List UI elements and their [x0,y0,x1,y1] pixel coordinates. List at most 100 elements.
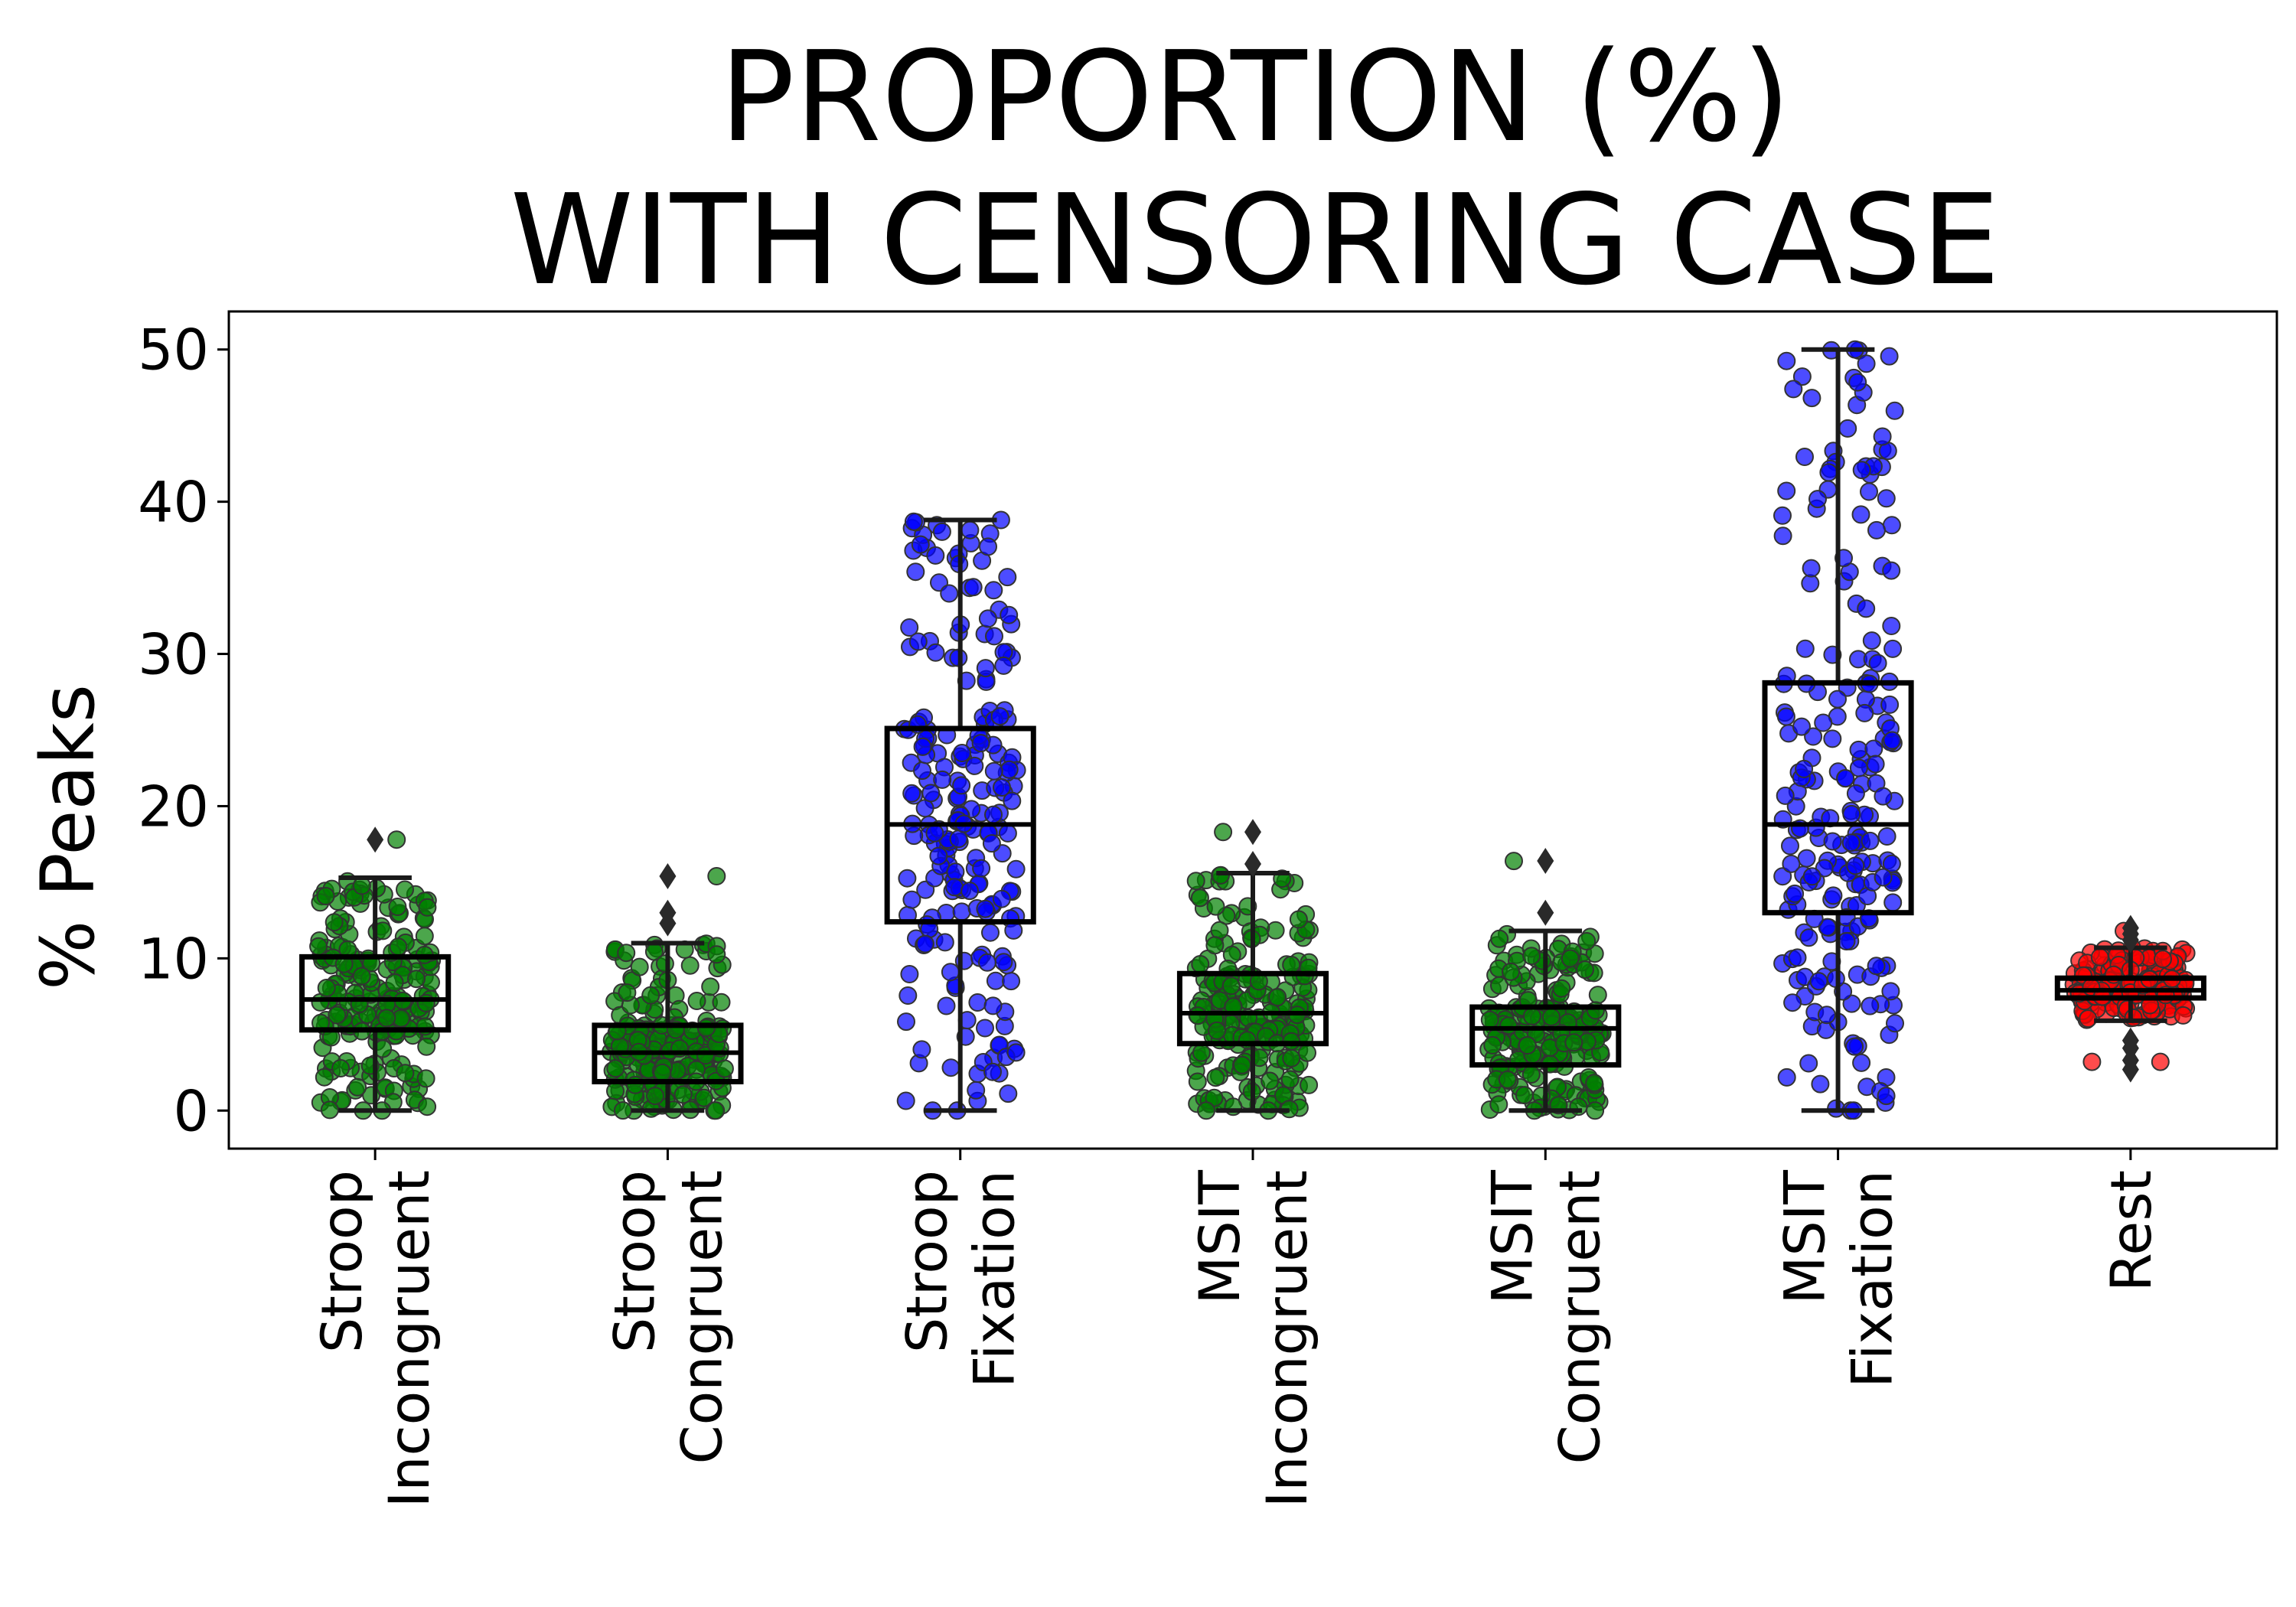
data-point [1880,695,1900,714]
data-point [707,945,726,964]
data-point [630,957,649,976]
outlier-marker [1244,851,1261,878]
data-point [1189,1006,1208,1025]
data-point [1206,897,1225,916]
box-group-6 [1762,340,1914,1120]
data-point [1773,526,1792,546]
data-point [1809,972,1828,991]
outlier-marker [2122,1027,2139,1054]
data-point [1786,884,1805,903]
data-point [618,983,637,1002]
y-tick-label: 40 [138,471,209,536]
data-point [1802,867,1821,886]
data-point [1861,996,1880,1015]
data-point [1866,755,1885,774]
data-point [1576,960,1594,980]
data-point [976,659,995,678]
data-point [984,761,1003,781]
data-point [407,970,426,989]
data-point [994,656,1013,675]
data-point [1577,932,1596,950]
data-point [1552,979,1571,998]
data-point [906,562,925,582]
data-point [1282,955,1301,974]
data-point [965,756,984,775]
data-point [694,1088,713,1107]
data-point [1792,717,1811,736]
data-point [990,707,1009,726]
data-point [606,1081,625,1100]
data-point [416,1069,435,1088]
data-point [1808,490,1827,509]
data-point [320,1100,339,1120]
outlier-marker [1537,848,1554,875]
data-point [1874,868,1893,887]
data-point [960,882,979,901]
data-point [1784,380,1803,399]
data-point [932,522,951,541]
data-point [1838,419,1857,438]
data-point [1886,1014,1904,1033]
data-point [949,830,968,849]
data-point [1885,401,1904,420]
data-point [1862,631,1881,650]
data-point [1266,921,1285,940]
data-point [1795,639,1815,658]
data-point [309,937,328,956]
data-point [641,986,660,1005]
data-point [898,869,917,888]
outlier-marker [367,826,384,853]
data-point [1541,1008,1561,1026]
x-tick-label-line: Stroop [310,1170,375,1353]
box-group-3 [884,510,1036,1120]
data-point [317,979,336,997]
data-point [940,584,959,603]
x-tick-label-line: Incongruent [377,1170,442,1508]
x-tick-label-line: MSIT [1773,1170,1838,1305]
data-point [900,618,919,637]
data-point [1864,739,1883,758]
box-group-5 [1469,848,1622,1120]
data-point [896,1091,915,1110]
box-group-1 [299,826,452,1120]
data-point [1849,740,1868,759]
data-point [1881,982,1900,1001]
data-point [1799,928,1818,947]
data-point [1777,1068,1796,1087]
data-point [1874,787,1893,806]
y-tick-label: 0 [174,1079,209,1144]
data-point [1782,854,1801,873]
data-point [1802,389,1821,408]
data-point [701,977,720,996]
data-point [998,568,1017,587]
data-point [982,834,1001,853]
data-point [937,996,956,1015]
x-tick-label-6: MSIT Fixation [1773,1170,1906,1388]
data-point [1882,561,1901,580]
data-point [1792,367,1812,386]
data-point [646,1087,664,1106]
data-point [1849,758,1868,777]
data-point [1814,713,1833,732]
data-point [1817,1006,1836,1025]
data-point [315,1068,334,1087]
data-point [1882,516,1901,535]
data-point [1836,769,1855,788]
data-point [1499,1016,1518,1035]
data-point [1861,831,1880,850]
data-point [1585,1074,1604,1093]
data-point [1188,1072,1207,1091]
data-point [1846,784,1865,803]
data-point [331,1059,351,1077]
data-point [712,993,731,1012]
box-iqr [1176,970,1329,1047]
data-point [1298,1043,1316,1062]
data-point [1828,689,1847,709]
data-point [960,520,980,539]
data-point [673,1085,693,1104]
data-point [992,889,1011,908]
data-point [1819,463,1838,482]
data-point [964,578,983,597]
data-point [925,823,944,843]
